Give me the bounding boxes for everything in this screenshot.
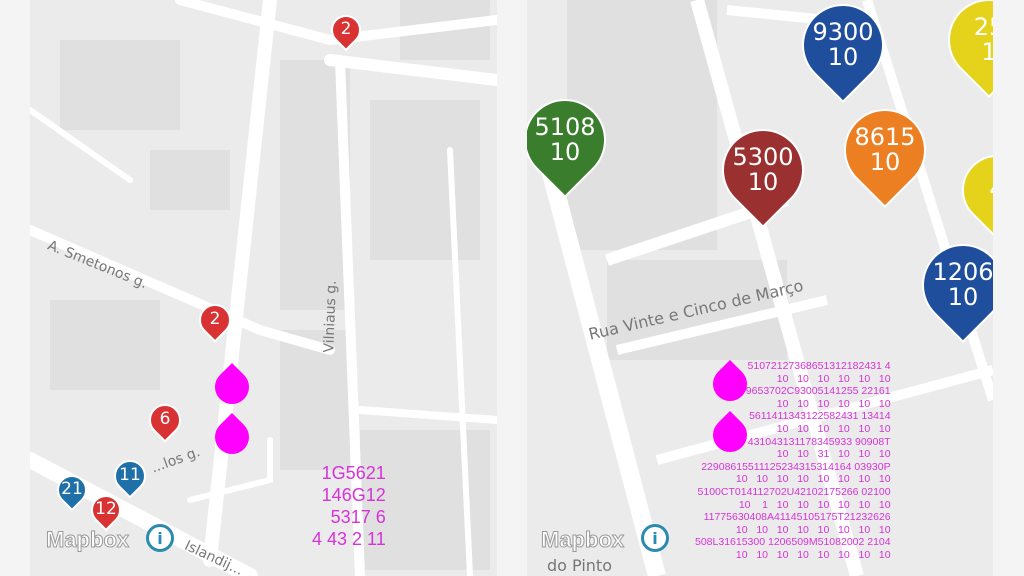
overlay-text-line: 10 1 10 10 10 10 10 10 bbox=[738, 498, 891, 511]
overlay-text-line: 10 10 10 10 10 10 bbox=[776, 397, 891, 410]
marker-label: 5300 bbox=[732, 142, 794, 171]
map-marker[interactable]: 4 bbox=[947, 140, 993, 240]
overlay-text-line: 146G12 bbox=[321, 485, 386, 505]
mapbox-logo[interactable]: Mapbox bbox=[540, 526, 625, 552]
map-marker[interactable]: 9300 10 bbox=[785, 0, 901, 103]
overlay-text-line: 10 10 10 10 10 10 10 10 bbox=[735, 473, 891, 486]
map-marker[interactable]: 21 bbox=[50, 468, 94, 512]
marker-label: 9300 bbox=[812, 17, 874, 46]
overlay-text-line: 10 10 10 10 10 10 bbox=[776, 422, 891, 435]
overlay-text-line: 10 10 31 10 10 10 bbox=[776, 448, 891, 461]
marker-label: 5108 bbox=[534, 112, 596, 141]
overlay-text-line: 4 43 2 11 bbox=[312, 529, 386, 549]
info-icon[interactable]: i bbox=[641, 524, 669, 552]
marker-label: 10 bbox=[827, 43, 859, 71]
map-marker[interactable]: 2 bbox=[324, 8, 368, 52]
marker-label: 1 bbox=[981, 38, 993, 66]
overlay-text-line: 10 10 10 10 10 10 bbox=[776, 372, 891, 385]
overlay-text-line: 5317 6 bbox=[330, 507, 386, 527]
marker-label: 10 bbox=[947, 283, 979, 311]
marker-label: 10 bbox=[747, 168, 779, 196]
overlay-text-line: 10 10 10 10 10 10 10 10 bbox=[735, 548, 891, 561]
overlay-text-line: 431043131178345933 90908T bbox=[747, 435, 891, 448]
street-label: Vilniaus g. bbox=[321, 280, 340, 353]
map-marker[interactable]: 12 bbox=[84, 488, 128, 532]
overlay-text-line: 51072127368651312182431 4 bbox=[747, 360, 891, 372]
map-marker[interactable]: 251 bbox=[931, 0, 993, 98]
left-map-roads bbox=[30, 0, 497, 576]
overlay-text-line: 1G5621 bbox=[321, 463, 386, 483]
left-map[interactable]: A. Smetonos g. Vilniaus g. ...los g. Isl… bbox=[30, 0, 497, 576]
marker-label: 21 bbox=[61, 479, 83, 500]
overlay-text-line: 508L31615300 1206509M51082002 2104 bbox=[695, 536, 891, 549]
marker-label: 12 bbox=[95, 499, 117, 520]
marker-label: 10 bbox=[869, 148, 901, 176]
marker-label: 1206 bbox=[932, 257, 993, 286]
map-marker[interactable]: 5300 10 bbox=[705, 112, 821, 228]
map-marker[interactable]: 1206 10 bbox=[905, 227, 993, 343]
map-marker[interactable]: 5108 10 bbox=[527, 82, 623, 198]
marker-label: 2 bbox=[209, 309, 221, 330]
street-label: do Pinto bbox=[547, 556, 612, 575]
marker-label: 6 bbox=[159, 409, 171, 430]
marker-label: 11 bbox=[119, 465, 141, 486]
map-marker[interactable]: 8615 10 bbox=[827, 92, 943, 208]
marker-label: 2 bbox=[340, 19, 352, 40]
map-marker[interactable]: 6 bbox=[142, 397, 188, 443]
marker-label: 4 bbox=[989, 177, 993, 202]
overlay-text-line: 22908615511125234315314164 03930P bbox=[701, 460, 891, 473]
map-marker[interactable]: 2 bbox=[192, 297, 238, 343]
marker-label: 8615 bbox=[854, 122, 916, 151]
marker-label: 10 bbox=[549, 138, 581, 166]
right-map-roads bbox=[528, 0, 993, 576]
mapbox-logo[interactable]: Mapbox bbox=[45, 526, 130, 552]
overlay-text-line: 11775630408A41145105175T21232626 bbox=[703, 511, 891, 524]
info-icon[interactable]: i bbox=[146, 524, 174, 552]
overlay-text-line: 9653702C93005141255 22161 bbox=[745, 385, 891, 398]
right-map[interactable]: Rua Vinte e Cinco de Março do Pinto 5108… bbox=[527, 0, 993, 576]
overlay-text-line: 5611411343122582431 13414 bbox=[749, 410, 891, 423]
marker-label: 25 bbox=[973, 12, 993, 41]
overlay-text-line: 10 10 10 10 10 10 10 10 bbox=[735, 523, 891, 536]
map-marker[interactable]: 11 bbox=[107, 453, 153, 499]
overlay-text-line: 5100CT014112702U42102175266 02100 bbox=[697, 485, 891, 498]
